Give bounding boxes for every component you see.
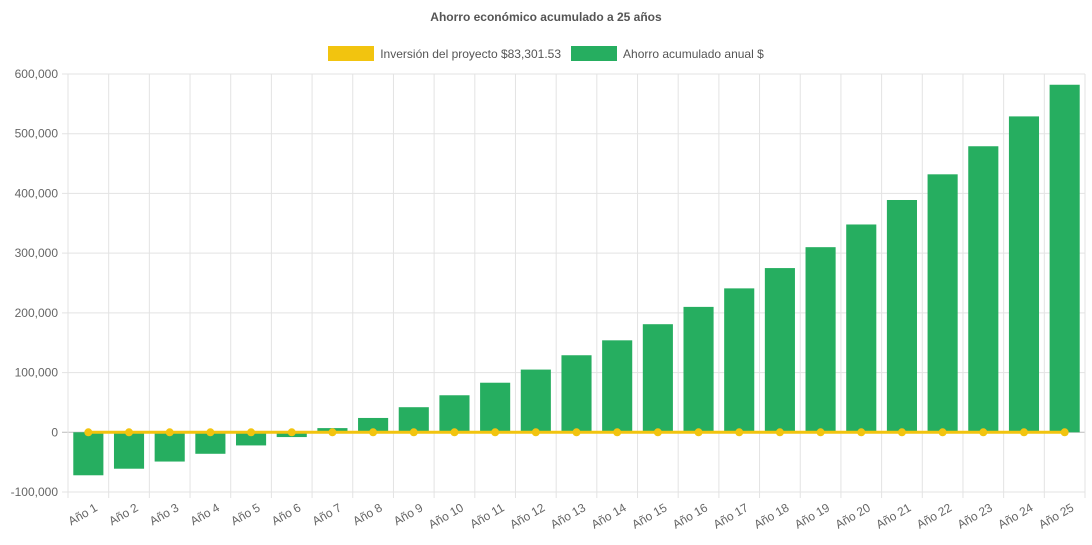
bar-año-18[interactable] xyxy=(764,268,795,433)
investment-point[interactable] xyxy=(531,428,540,437)
x-tick-label: Año 20 xyxy=(833,500,873,531)
investment-point[interactable] xyxy=(979,428,988,437)
investment-point[interactable] xyxy=(775,428,784,437)
legend-label-investment: Inversión del proyecto $83,301.53 xyxy=(380,46,562,61)
x-tick-label: Año 16 xyxy=(670,500,710,531)
x-tick-label: Año 23 xyxy=(955,500,995,531)
investment-point[interactable] xyxy=(897,428,906,437)
x-tick-label: Año 3 xyxy=(147,500,181,528)
investment-point[interactable] xyxy=(857,428,866,437)
x-tick-label: Año 24 xyxy=(996,500,1036,531)
x-tick-label: Año 22 xyxy=(914,500,954,531)
x-tick-label: Año 5 xyxy=(228,500,262,528)
x-tick-label: Año 25 xyxy=(1036,500,1076,531)
investment-point[interactable] xyxy=(247,428,256,437)
bar-año-13[interactable] xyxy=(561,355,592,433)
investment-point[interactable] xyxy=(165,428,174,437)
x-tick-label: Año 11 xyxy=(467,500,506,531)
bar-año-20[interactable] xyxy=(846,224,877,433)
investment-point[interactable] xyxy=(450,428,459,437)
investment-point[interactable] xyxy=(1019,428,1028,437)
investment-point[interactable] xyxy=(409,428,418,437)
bar-año-19[interactable] xyxy=(805,247,836,433)
x-tick-label: Año 1 xyxy=(66,500,100,528)
bar-año-25[interactable] xyxy=(1049,84,1080,433)
bar-año-17[interactable] xyxy=(724,288,755,433)
investment-point[interactable] xyxy=(369,428,378,437)
y-tick-label: 100,000 xyxy=(15,366,59,380)
bar-año-8[interactable] xyxy=(358,417,389,433)
legend-swatch-savings xyxy=(571,46,618,61)
chart-title: Ahorro económico acumulado a 25 años xyxy=(430,10,662,24)
y-tick-label: -100,000 xyxy=(11,485,59,499)
y-tick-label: 600,000 xyxy=(15,67,59,81)
x-tick-label: Año 6 xyxy=(269,500,303,528)
bar-año-15[interactable] xyxy=(642,324,673,433)
x-tick-label: Año 10 xyxy=(426,500,466,531)
x-tick-label: Año 4 xyxy=(188,500,222,528)
investment-point[interactable] xyxy=(84,428,93,437)
legend-swatch-investment xyxy=(328,46,375,61)
bar-año-11[interactable] xyxy=(480,382,511,433)
bar-año-3[interactable] xyxy=(154,432,185,462)
x-tick-label: Año 14 xyxy=(589,500,629,531)
y-tick-label: 400,000 xyxy=(15,186,59,200)
bar-año-14[interactable] xyxy=(602,340,633,433)
investment-point[interactable] xyxy=(1060,428,1069,437)
investment-point[interactable] xyxy=(125,428,134,437)
investment-point[interactable] xyxy=(653,428,662,437)
investment-point[interactable] xyxy=(491,428,500,437)
bar-año-2[interactable] xyxy=(113,432,145,469)
investment-point[interactable] xyxy=(613,428,622,437)
bar-año-4[interactable] xyxy=(195,432,226,454)
investment-point[interactable] xyxy=(938,428,947,437)
bar-año-5[interactable] xyxy=(236,432,267,446)
x-tick-label: Año 7 xyxy=(310,500,344,528)
investment-point[interactable] xyxy=(694,428,703,437)
x-tick-label: Año 8 xyxy=(350,500,384,528)
bar-año-12[interactable] xyxy=(520,369,551,433)
x-tick-label: Año 17 xyxy=(711,500,751,531)
bar-año-10[interactable] xyxy=(439,395,470,433)
bar-año-22[interactable] xyxy=(927,174,958,433)
bar-año-1[interactable] xyxy=(73,432,104,476)
x-tick-label: Año 19 xyxy=(792,500,832,531)
investment-point[interactable] xyxy=(328,428,337,437)
y-tick-label: 200,000 xyxy=(15,306,59,320)
legend-item-savings[interactable]: Ahorro acumulado anual $ xyxy=(571,46,764,61)
x-tick-label: Año 12 xyxy=(507,500,547,531)
bar-año-24[interactable] xyxy=(1008,116,1040,433)
x-tick-label: Año 9 xyxy=(391,500,425,528)
bar-año-9[interactable] xyxy=(398,407,429,433)
investment-point[interactable] xyxy=(287,428,296,437)
investment-point[interactable] xyxy=(735,428,744,437)
x-tick-label: Año 18 xyxy=(751,500,791,531)
investment-point[interactable] xyxy=(206,428,215,437)
investment-point[interactable] xyxy=(572,428,581,437)
bar-año-21[interactable] xyxy=(886,199,917,433)
investment-point[interactable] xyxy=(816,428,825,437)
legend-item-investment[interactable]: Inversión del proyecto $83,301.53 xyxy=(328,46,561,61)
legend-label-savings: Ahorro acumulado anual $ xyxy=(623,46,764,61)
x-tick-label: Año 13 xyxy=(548,500,588,531)
chart-legend: Inversión del proyecto $83,301.53 Ahorro… xyxy=(0,46,1092,61)
x-tick-label: Año 15 xyxy=(629,500,669,531)
bar-año-16[interactable] xyxy=(683,306,714,433)
x-tick-label: Año 21 xyxy=(873,500,913,531)
bar-año-23[interactable] xyxy=(968,146,999,433)
y-tick-label: 500,000 xyxy=(15,127,59,141)
y-tick-label: 0 xyxy=(51,425,58,439)
y-tick-label: 300,000 xyxy=(15,246,59,260)
x-tick-label: Año 2 xyxy=(106,500,140,528)
